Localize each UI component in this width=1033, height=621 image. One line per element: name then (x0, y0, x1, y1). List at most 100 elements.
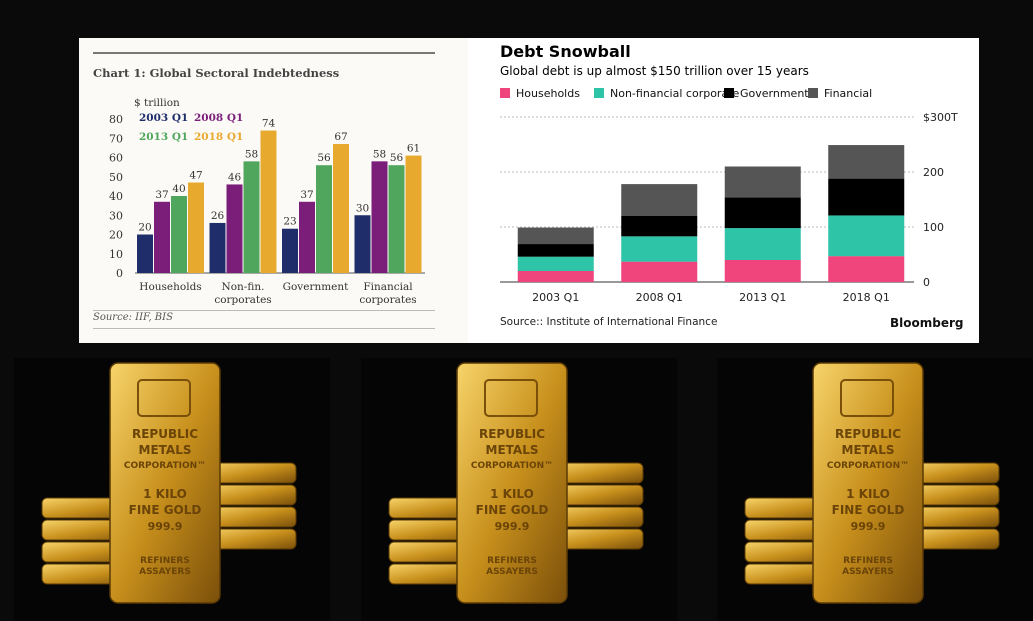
chart2-bar-segment (517, 227, 594, 245)
chart1-category-label: Households (139, 281, 201, 293)
chart2-legend-item: Non-financial corporate (610, 87, 739, 100)
chart1-bar (388, 165, 405, 273)
gold-bars-image-2: REPUBLIC METALS CORPORATION™ 1 KILO FINE GOL… (388, 362, 644, 604)
chart1-ylabel: $ trillion (134, 97, 180, 109)
chart1-bar (354, 215, 371, 273)
chart1-bar (371, 161, 388, 273)
chart1-bar (333, 144, 349, 273)
chart1-ytick-label: 30 (109, 209, 123, 222)
gold-bar-inscription: REFINERS (843, 556, 893, 566)
gold-bar-inscription: 999.9 (148, 520, 183, 533)
gold-bars-photo-1: REPUBLIC METALS CORPORATION™ 1 KILO FINE GOL… (14, 358, 330, 621)
chart1-data-label: 67 (334, 131, 347, 143)
chart1-bottom-rule (93, 310, 435, 311)
chart1-data-label: 37 (155, 189, 168, 201)
chart1-bar (405, 155, 422, 273)
chart1-category-label: Financial (363, 281, 413, 293)
gold-bar-inscription: CORPORATION™ (827, 461, 909, 471)
chart1-data-label: 58 (373, 148, 386, 160)
chart1-category-label: corporates (214, 294, 271, 306)
chart1-data-label: 56 (317, 152, 331, 164)
gold-bars-photo-2: REPUBLIC METALS CORPORATION™ 1 KILO FINE GOL… (361, 358, 677, 621)
gold-bar-inscription: ASSAYERS (486, 567, 538, 577)
chart2-bar-segment (828, 178, 905, 216)
chart1-bar (171, 196, 187, 273)
chart2-ytick-label: 0 (923, 276, 930, 289)
chart1-bar (316, 165, 332, 273)
gold-bar-inscription: METALS (842, 443, 895, 457)
chart1-data-label: 40 (172, 183, 185, 195)
gold-bar-inscription: METALS (486, 443, 539, 457)
gold-bar-inscription: 999.9 (495, 520, 530, 533)
gold-bar-inscription: 999.9 (851, 520, 886, 533)
chart1-bar (299, 201, 315, 273)
chart1-bar (137, 234, 153, 273)
chart2-legend-swatch (724, 88, 734, 98)
chart1-data-label: 61 (407, 143, 420, 155)
chart2-plot: Households Non-financial corporate Governm… (500, 87, 958, 304)
gold-bars-image-1: REPUBLIC METALS CORPORATION™ 1 KILO FINE GOL… (41, 362, 297, 604)
chart1-bar (243, 161, 260, 273)
chart1-bar (226, 184, 243, 273)
chart2-bar-segment (517, 271, 594, 282)
gold-bar-inscription: ASSAYERS (139, 567, 191, 577)
chart2-bar-segment (517, 256, 594, 271)
chart2-legend-item: Households (516, 87, 580, 100)
chart1-category-label: Non-fin. (222, 281, 265, 293)
chart2-bar-segment (517, 244, 594, 257)
chart1-legend-item: 2008 Q1 (194, 112, 243, 124)
chart2-subtitle: Global debt is up almost $150 trillion o… (500, 64, 809, 78)
chart2-ytick-label: 100 (923, 221, 944, 234)
chart1-ytick-label: 0 (116, 267, 123, 280)
chart2-bar-segment (724, 197, 801, 229)
chart1-title: Chart 1: Global Sectoral Indebtedness (93, 66, 340, 80)
chart2-legend-item: Financial (824, 87, 872, 100)
chart1-bar (154, 201, 170, 273)
chart1-data-label: 30 (356, 202, 369, 214)
gold-bar-inscription: CORPORATION™ (124, 461, 206, 471)
chart1-bar (282, 228, 298, 273)
gold-bar-inscription: FINE GOLD (129, 503, 202, 517)
gold-bar-main (109, 362, 221, 604)
chart1-legend-item: 2003 Q1 (139, 112, 188, 124)
chart1-data-label: 58 (245, 148, 258, 160)
chart2-bar-segment (724, 166, 801, 198)
chart1-bar (209, 222, 226, 273)
chart2-bar-segment (621, 236, 698, 262)
chart1-top-rule (93, 52, 435, 54)
chart1-data-label: 74 (262, 118, 276, 130)
chart2-bar-segment (828, 145, 905, 179)
chart1-data-label: 26 (211, 210, 225, 222)
refinery-logo (484, 379, 538, 417)
chart1-data-label: 37 (300, 189, 313, 201)
chart2-bar-segment (621, 216, 698, 237)
chart1-ytick-label: 50 (109, 171, 123, 184)
chart1-source-rule (93, 328, 435, 329)
chart1-category-label: Government (283, 281, 350, 293)
refinery-logo (137, 379, 191, 417)
chart1-ytick-label: 40 (109, 190, 123, 203)
chart1-plot: $ trillion 0 10 20 30 40 50 60 70 80 2003 Q1 2008 Q… (109, 97, 425, 306)
gold-bar-inscription: 1 KILO (143, 487, 187, 501)
chart2-source: Source:: Institute of International Fina… (500, 316, 718, 328)
gold-bar-inscription: 1 KILO (846, 487, 890, 501)
chart1-data-label: 20 (138, 222, 151, 234)
gold-bar-inscription: REFINERS (140, 556, 190, 566)
gold-bars-image-3: REPUBLIC METALS CORPORATION™ 1 KILO FINE GOL… (744, 362, 1000, 604)
chart2-category-label: 2018 Q1 (843, 291, 890, 304)
chart2-legend-swatch (500, 88, 510, 98)
bloomberg-logo: Bloomberg (890, 316, 964, 330)
chart2-category-label: 2008 Q1 (636, 291, 683, 304)
gold-bar-inscription: REPUBLIC (835, 427, 901, 441)
chart2-bar-segment (828, 215, 905, 257)
chart2-ytick-label: $300T (923, 111, 958, 124)
chart2-legend-swatch (808, 88, 818, 98)
chart1-data-label: 23 (283, 216, 296, 228)
gold-bars-photo-3: REPUBLIC METALS CORPORATION™ 1 KILO FINE GOL… (717, 358, 1033, 621)
chart2-legend-item: Government (740, 87, 809, 100)
chart2-title: Debt Snowball (500, 42, 631, 61)
chart2-category-label: 2013 Q1 (739, 291, 786, 304)
refinery-logo (840, 379, 894, 417)
chart2-bar-segment (724, 228, 801, 260)
chart1-bar (260, 130, 277, 273)
